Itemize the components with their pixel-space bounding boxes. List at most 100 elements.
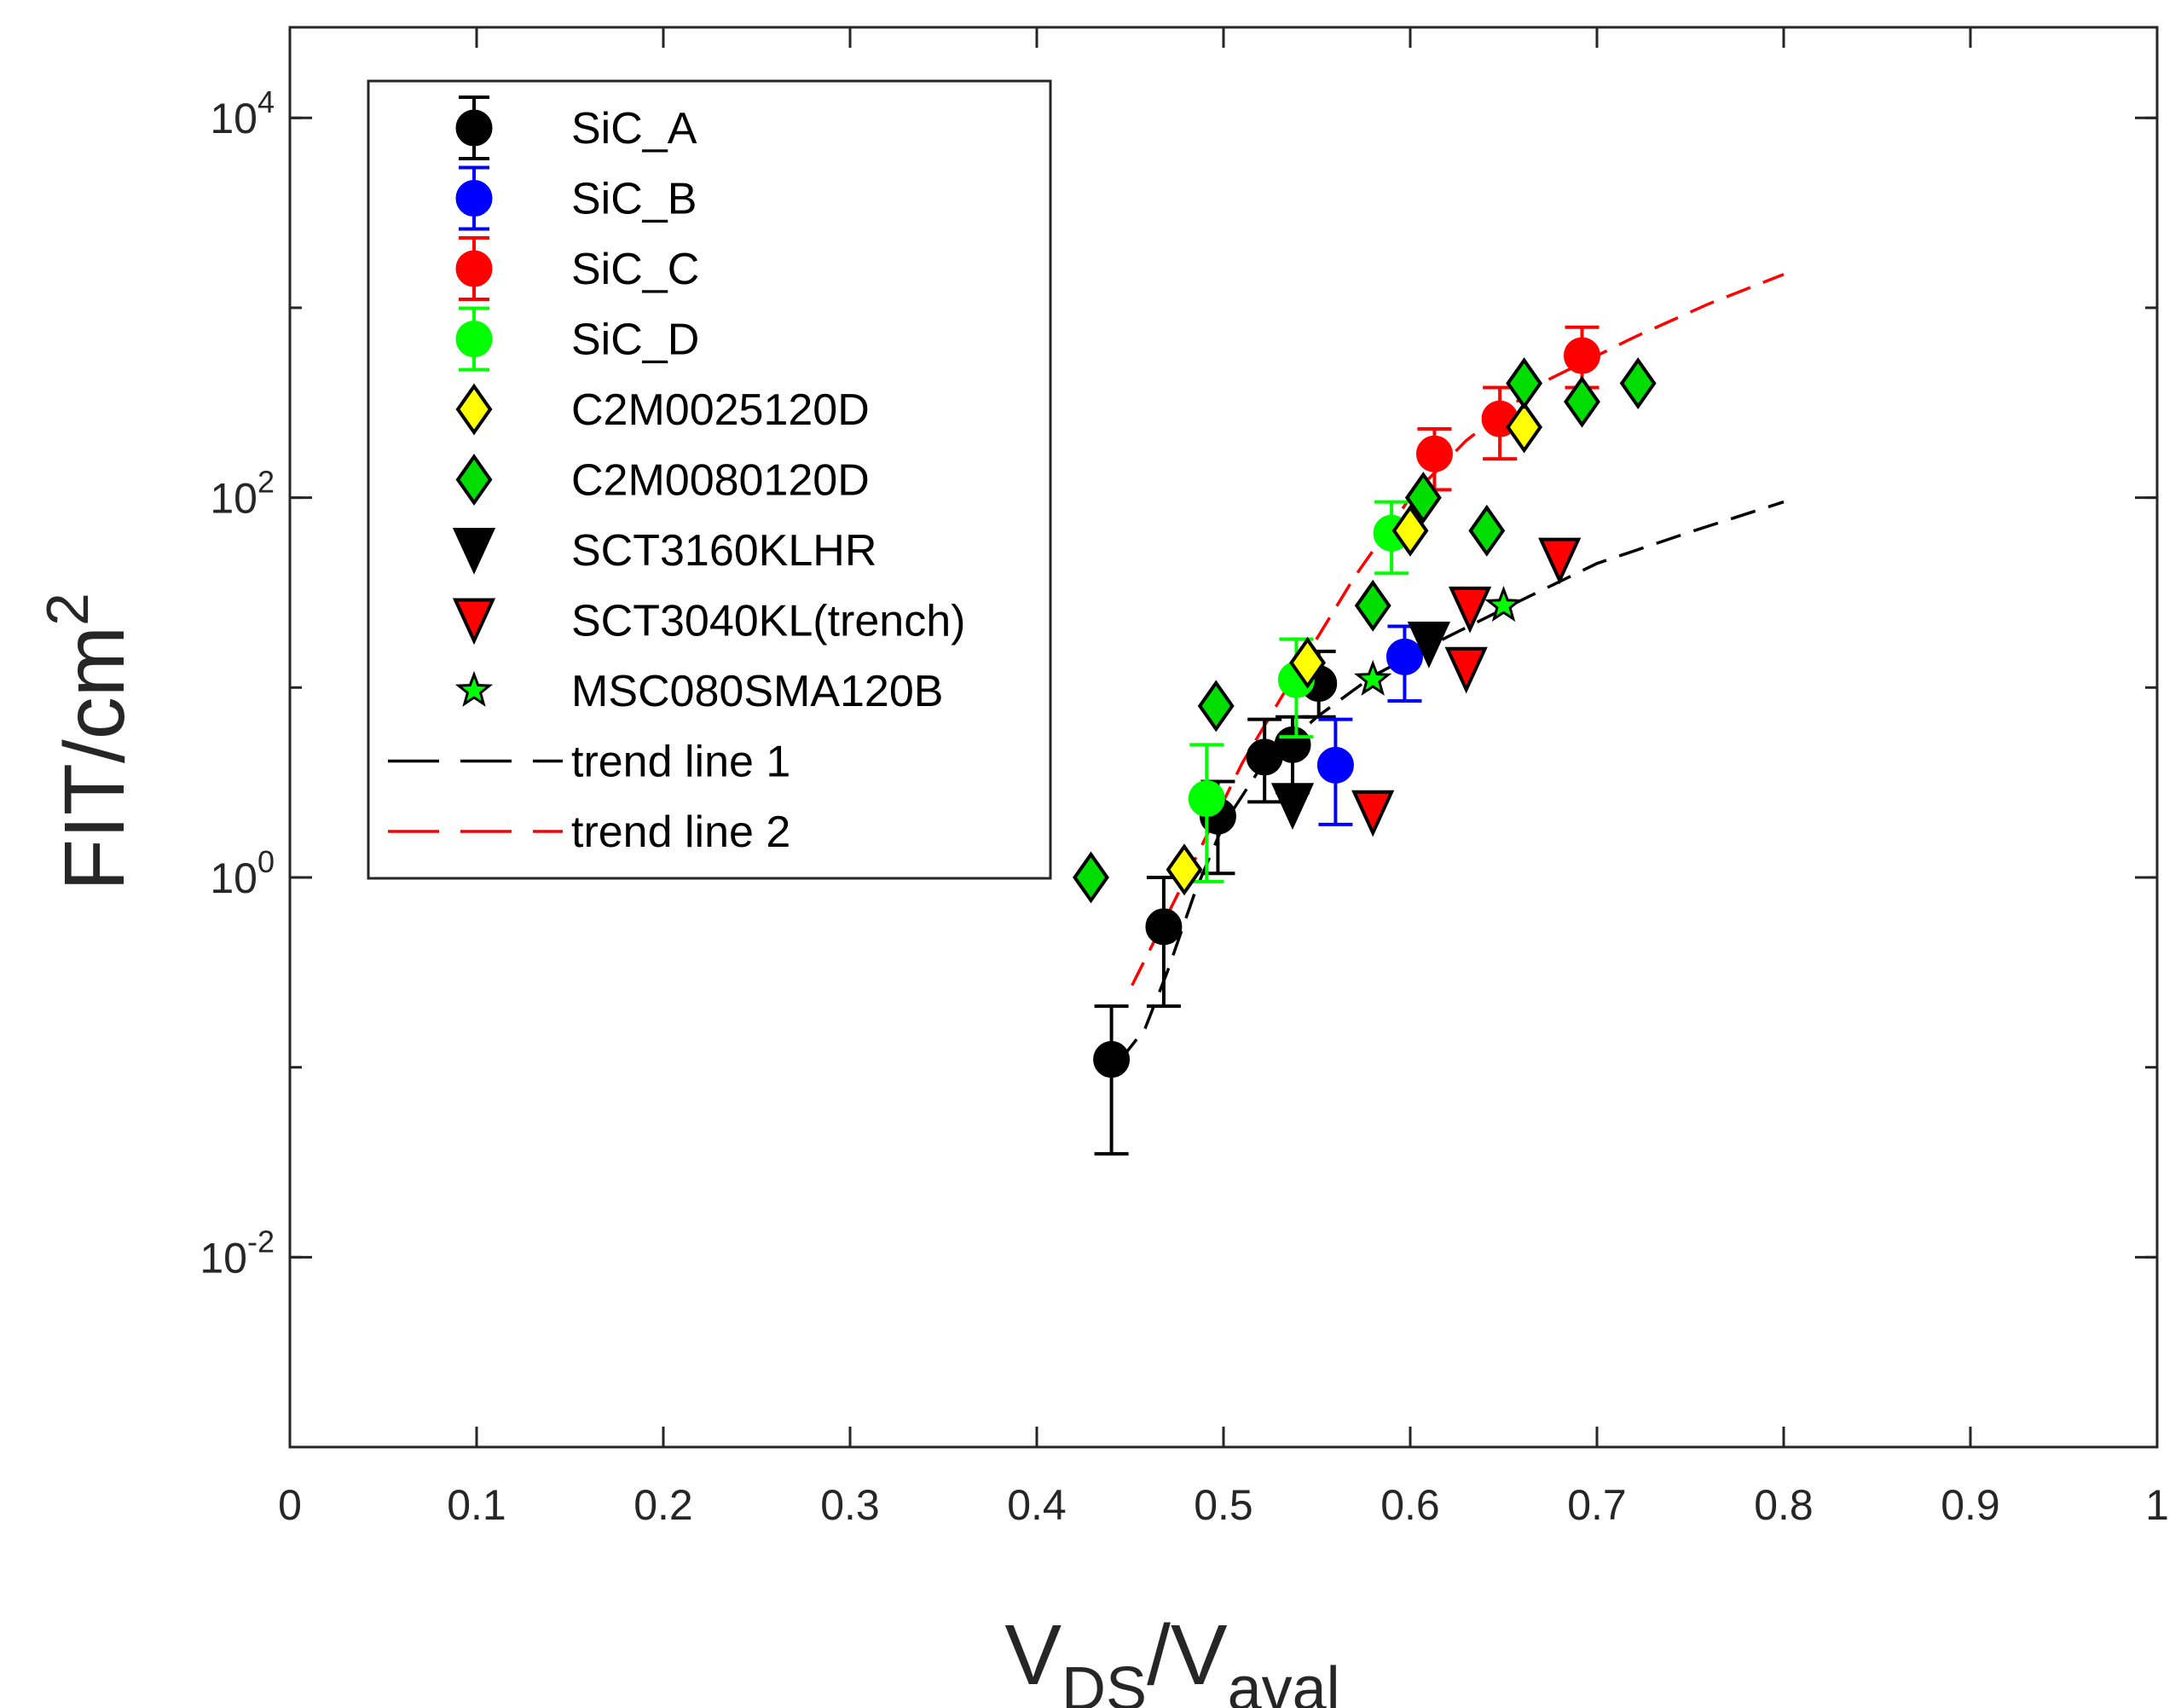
x-axis-title-main: V xyxy=(1004,1607,1062,1703)
x-axis-title-sub2: aval xyxy=(1228,1655,1340,1708)
data-point xyxy=(1391,504,1429,557)
series-c2m0080120d xyxy=(1073,357,1657,904)
legend-entry: SiC_B xyxy=(455,165,697,231)
legend-label: C2M0025120D xyxy=(571,385,870,435)
series-sct3040kl-trench- xyxy=(1351,537,1582,837)
legend-marker xyxy=(455,383,493,436)
y-tick-label-base: 10 xyxy=(210,854,257,902)
data-point xyxy=(1468,504,1506,557)
data-point xyxy=(1484,585,1523,622)
legend-label: SiC_B xyxy=(571,175,697,224)
x-axis-title-slash: /V xyxy=(1147,1607,1228,1703)
legend-label: SiC_C xyxy=(571,245,699,294)
legend-label: C2M0080120D xyxy=(571,456,870,506)
y-tick-label-base: 10 xyxy=(200,1234,247,1282)
legend-entry: SiC_C xyxy=(455,236,699,301)
y-tick-label: 102 xyxy=(210,465,275,523)
legend-label: SCT3040KL(trench) xyxy=(571,597,965,646)
x-tick-label: 0.4 xyxy=(1007,1481,1067,1529)
series-sic-c xyxy=(1415,325,1600,492)
x-tick-label: 1 xyxy=(2145,1481,2169,1529)
data-point xyxy=(1316,746,1354,784)
legend-entry: trend line 1 xyxy=(388,738,790,787)
y-tick-label-exponent: 4 xyxy=(257,84,275,119)
legend-label: SCT3160KLHR xyxy=(571,526,876,576)
x-tick-label: 0.5 xyxy=(1194,1481,1253,1529)
series-sic-b xyxy=(1316,624,1423,826)
x-tick-label: 0.8 xyxy=(1754,1481,1814,1529)
legend-label: MSC080SMA120B xyxy=(571,667,943,716)
data-point xyxy=(1506,357,1543,410)
legend-marker xyxy=(455,321,493,357)
y-tick-label-base: 10 xyxy=(210,95,257,142)
data-point xyxy=(1404,472,1442,524)
series-sct3160klhr xyxy=(1270,621,1451,831)
data-point xyxy=(1506,401,1543,454)
y-tick-label: 10-2 xyxy=(200,1224,275,1282)
legend-marker xyxy=(452,528,496,575)
legend-label: trend line 1 xyxy=(571,738,790,787)
y-axis-title-main: FIT/cm xyxy=(47,626,142,891)
legend-entry: SiC_D xyxy=(455,306,699,372)
data-markers xyxy=(1073,325,1657,1156)
y-axis-title-sup: 2 xyxy=(34,593,101,626)
data-point xyxy=(1197,680,1235,732)
data-point xyxy=(1354,659,1392,696)
error-bar xyxy=(1094,1004,1129,1156)
legend-entry: C2M0080120D xyxy=(455,454,870,506)
data-point xyxy=(1563,337,1600,374)
data-point xyxy=(1386,638,1423,675)
legend-entry: SCT3160KLHR xyxy=(452,526,876,576)
data-point xyxy=(1448,586,1492,634)
series-msc080sma120b xyxy=(1354,585,1523,696)
legend-entry: SCT3040KL(trench) xyxy=(452,597,965,646)
x-axis-title-sub1: DS xyxy=(1062,1655,1147,1708)
y-tick-label: 104 xyxy=(210,84,275,142)
data-point xyxy=(1270,783,1315,831)
x-tick-label: 0.1 xyxy=(447,1481,506,1529)
x-axis-title: VDS/Vaval xyxy=(1004,1607,1339,1708)
y-tick-label-base: 10 xyxy=(210,475,257,523)
data-point xyxy=(1354,579,1391,632)
legend-marker xyxy=(455,250,493,287)
legend-label: SiC_D xyxy=(571,316,699,365)
legend-marker xyxy=(452,598,496,646)
data-point xyxy=(1407,621,1451,669)
legend-entry: MSC080SMA120B xyxy=(454,667,943,716)
data-point xyxy=(1166,843,1203,896)
data-point xyxy=(1538,537,1582,585)
x-tick-label: 0 xyxy=(278,1481,302,1529)
y-tick-label-exponent: 2 xyxy=(257,465,275,500)
data-point xyxy=(1093,1040,1131,1078)
data-point xyxy=(1351,790,1395,837)
legend-label: SiC_A xyxy=(571,104,697,153)
data-point xyxy=(1188,780,1225,818)
data-point xyxy=(1619,357,1657,410)
y-tick-label-exponent: -2 xyxy=(247,1224,275,1259)
legend-entry: trend line 2 xyxy=(388,808,790,857)
x-tick-label: 0.9 xyxy=(1941,1481,2000,1529)
data-point xyxy=(1444,646,1488,694)
legend-label: trend line 2 xyxy=(571,808,790,857)
x-tick-label: 0.7 xyxy=(1567,1481,1627,1529)
x-tick-label: 0.2 xyxy=(633,1481,693,1529)
axes: 0 0.1 0.2 0.3 0.4 0.5 0.6 0.7 0.8 0.9 110-21001021… xyxy=(200,26,2169,1529)
legend-marker xyxy=(455,180,493,217)
data-point xyxy=(1289,636,1326,689)
y-tick-label: 100 xyxy=(210,844,275,902)
y-axis-title: FIT/cm2 xyxy=(34,593,142,891)
legend-marker xyxy=(455,454,493,506)
x-tick-label: 0.3 xyxy=(820,1481,880,1529)
legend: SiC_A SiC_B SiC_C SiC_D C2M0025120D C2M008012… xyxy=(367,79,1052,880)
data-point xyxy=(1145,908,1183,946)
data-point xyxy=(1564,375,1600,428)
series-c2m0025120d xyxy=(1166,401,1543,896)
x-tick-label: 0.6 xyxy=(1380,1481,1440,1529)
data-point xyxy=(1073,851,1109,904)
legend-entry: C2M0025120D xyxy=(455,383,870,436)
y-tick-label-exponent: 0 xyxy=(257,844,275,879)
legend-marker xyxy=(455,109,493,147)
legend-marker xyxy=(454,670,494,707)
legend-entry: SiC_A xyxy=(455,96,697,160)
